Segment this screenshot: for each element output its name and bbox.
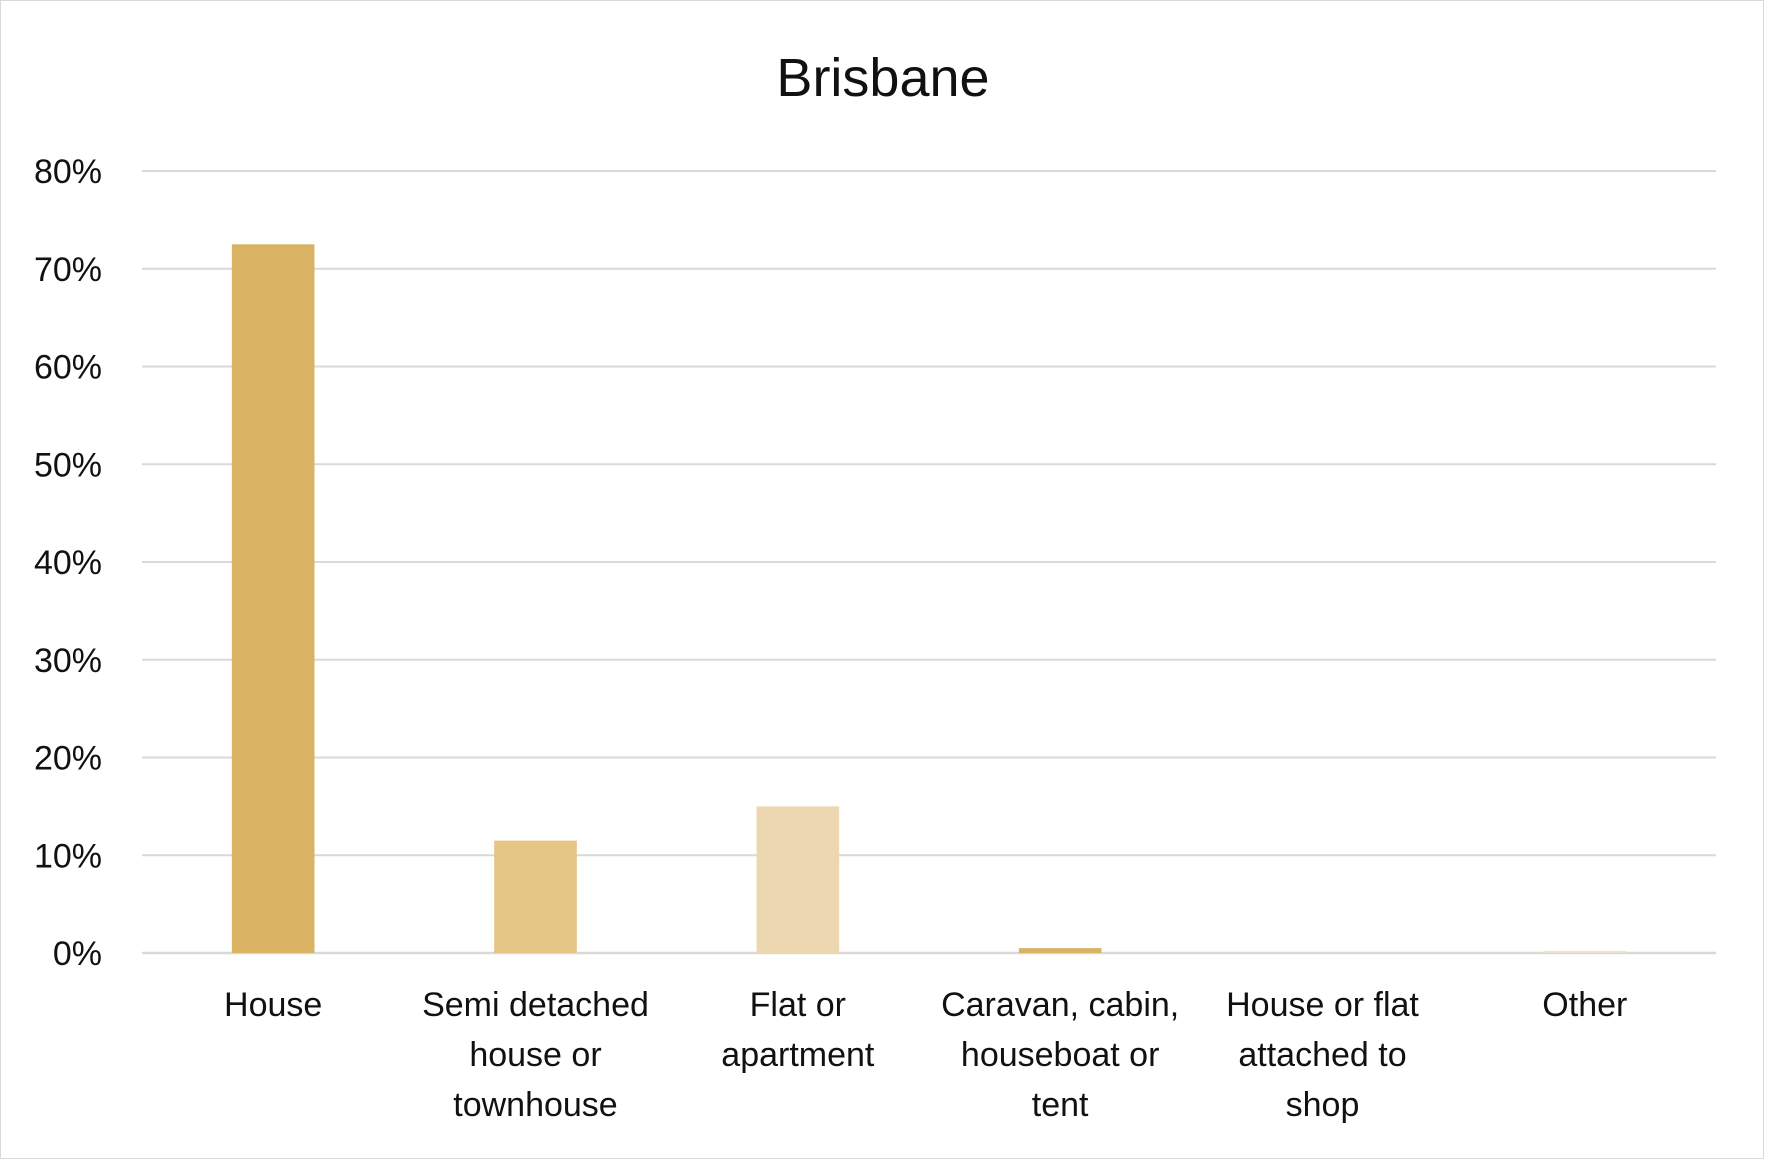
y-tick-label: 60% (34, 349, 102, 387)
x-tick-label: Semi detached house or townhouse (422, 986, 649, 1124)
bar (1543, 951, 1627, 953)
gridlines (142, 170, 1716, 955)
y-tick-label: 10% (34, 837, 102, 875)
x-axis-tick-labels: House Semi detached house or townhouse Flat … (224, 986, 1627, 1124)
bar (1018, 948, 1102, 953)
y-tick-label: 80% (34, 153, 102, 191)
chart-title: Brisbane (776, 48, 989, 108)
y-tick-label: 50% (34, 446, 102, 484)
x-tick-label: Caravan, cabin, houseboat or tent (941, 986, 1179, 1124)
y-tick-label: 30% (34, 642, 102, 680)
y-tick-label: 40% (34, 544, 102, 582)
y-axis-tick-labels: 0% 10% 20% 30% 40% 50% 60% 70% 80% (34, 153, 102, 973)
y-tick-label: 20% (34, 740, 102, 778)
y-tick-label: 0% (53, 935, 102, 973)
bar (231, 244, 315, 953)
y-tick-label: 70% (34, 251, 102, 289)
bars (231, 244, 1627, 953)
x-tick-label: House or flat attached to shop (1226, 986, 1419, 1124)
x-tick-label: Other (1542, 986, 1627, 1024)
x-tick-label: Flat or apartment (721, 986, 875, 1074)
bar (756, 806, 840, 953)
bar (494, 840, 577, 953)
x-tick-label: House (224, 986, 322, 1024)
